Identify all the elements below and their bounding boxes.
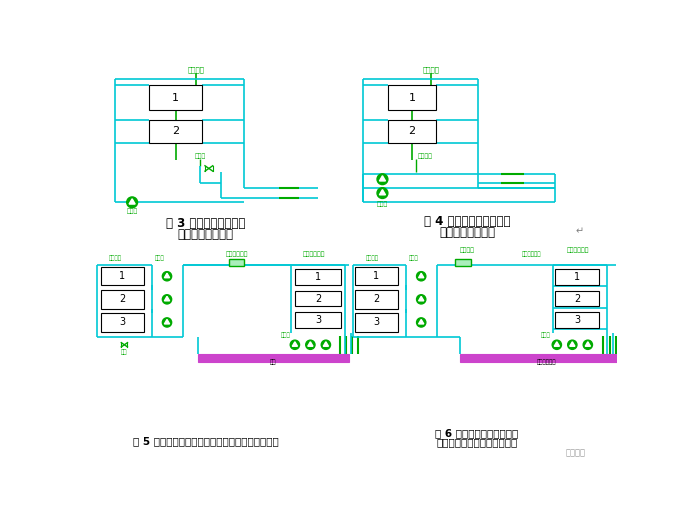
Circle shape xyxy=(321,340,331,349)
Bar xyxy=(356,267,398,286)
Text: 低温热媒: 低温热媒 xyxy=(460,247,475,253)
Text: 采暖泵: 采暖泵 xyxy=(127,208,138,213)
Circle shape xyxy=(290,340,299,349)
Bar xyxy=(556,269,599,285)
Circle shape xyxy=(306,340,315,349)
Text: 采暖泵: 采暖泵 xyxy=(377,201,388,207)
Text: 1: 1 xyxy=(373,271,379,281)
Polygon shape xyxy=(292,342,297,346)
Text: 1: 1 xyxy=(408,92,415,102)
Text: 热力供暖机组: 热力供暖机组 xyxy=(303,251,325,256)
Bar xyxy=(356,313,398,332)
Text: 燃气锅炉进水温度: 燃气锅炉进水温度 xyxy=(177,228,234,241)
Text: 采暖热水总管: 采暖热水总管 xyxy=(521,251,541,256)
Polygon shape xyxy=(379,176,386,181)
Text: 图 5 防止燃气锅炉烟气冷凝的采暖热源两级泵系统: 图 5 防止燃气锅炉烟气冷凝的采暖热源两级泵系统 xyxy=(133,436,279,446)
Text: 采暖热水总管: 采暖热水总管 xyxy=(225,251,248,256)
Circle shape xyxy=(416,272,426,281)
Circle shape xyxy=(162,272,172,281)
Polygon shape xyxy=(323,342,329,346)
Polygon shape xyxy=(554,342,560,346)
Text: 一级泵: 一级泵 xyxy=(408,255,419,261)
Polygon shape xyxy=(419,320,424,324)
Polygon shape xyxy=(419,296,424,301)
Circle shape xyxy=(162,318,172,327)
Text: 燃气锅炉: 燃气锅炉 xyxy=(366,255,379,261)
Bar xyxy=(149,85,202,110)
Text: 低温热媒总管: 低温热媒总管 xyxy=(537,359,556,364)
Text: 并提供低温热媒的两级泵系统: 并提供低温热媒的两级泵系统 xyxy=(436,438,518,448)
Text: 旁通阀: 旁通阀 xyxy=(195,153,206,159)
Bar xyxy=(295,269,341,285)
Text: 暖通南社: 暖通南社 xyxy=(565,448,586,457)
Bar xyxy=(356,290,398,309)
Polygon shape xyxy=(164,296,170,301)
Bar xyxy=(149,120,202,143)
Polygon shape xyxy=(308,342,313,346)
Circle shape xyxy=(162,295,172,304)
Bar xyxy=(198,354,349,362)
Polygon shape xyxy=(164,320,170,324)
Text: 燃气锅炉进水温度: 燃气锅炉进水温度 xyxy=(440,226,496,239)
Circle shape xyxy=(377,187,388,199)
Polygon shape xyxy=(419,273,424,278)
Text: 一级泵: 一级泵 xyxy=(154,255,164,261)
Bar xyxy=(388,120,436,143)
Text: 二级泵: 二级泵 xyxy=(281,333,290,338)
Polygon shape xyxy=(129,199,135,204)
Text: 3: 3 xyxy=(373,318,379,328)
Text: 混合水泵: 混合水泵 xyxy=(418,153,432,159)
Circle shape xyxy=(377,174,388,185)
Text: 1: 1 xyxy=(172,92,179,102)
Text: 燃气锅炉: 燃气锅炉 xyxy=(109,255,121,261)
Text: 燃气锅炉: 燃气锅炉 xyxy=(423,66,440,73)
Circle shape xyxy=(416,318,426,327)
Polygon shape xyxy=(585,342,590,346)
Polygon shape xyxy=(379,190,386,195)
Circle shape xyxy=(568,340,577,349)
Circle shape xyxy=(583,340,593,349)
Text: 3: 3 xyxy=(119,318,125,328)
Text: 2: 2 xyxy=(172,126,179,136)
Bar xyxy=(295,312,341,328)
Text: 1: 1 xyxy=(119,271,125,281)
Circle shape xyxy=(127,197,138,208)
Text: ↵: ↵ xyxy=(576,227,584,237)
Text: 2: 2 xyxy=(373,294,379,304)
Text: 2: 2 xyxy=(408,126,416,136)
Text: 1: 1 xyxy=(315,272,321,282)
Text: 1: 1 xyxy=(574,272,580,282)
Text: 二级泵: 二级泵 xyxy=(540,333,550,338)
Bar xyxy=(456,259,471,266)
Bar xyxy=(101,290,144,309)
Bar xyxy=(556,312,599,328)
Text: 采暖: 采暖 xyxy=(270,359,277,364)
Text: 燃气锅炉: 燃气锅炉 xyxy=(187,66,204,73)
Text: 图 6 防止燃气锅炉烟气冷凝: 图 6 防止燃气锅炉烟气冷凝 xyxy=(436,429,519,438)
Text: 2: 2 xyxy=(119,294,125,304)
Bar xyxy=(101,313,144,332)
Text: 热力供暖机组: 热力供暖机组 xyxy=(566,247,589,253)
Bar xyxy=(101,267,144,286)
Bar xyxy=(229,259,245,266)
Polygon shape xyxy=(570,342,575,346)
Polygon shape xyxy=(164,273,170,278)
Text: 2: 2 xyxy=(574,294,580,304)
Text: 3: 3 xyxy=(315,315,321,325)
Bar xyxy=(295,291,341,306)
Bar xyxy=(460,354,619,362)
Text: 2: 2 xyxy=(315,294,321,304)
Text: 排污: 排污 xyxy=(121,350,127,355)
Circle shape xyxy=(552,340,562,349)
Text: 图 3 采用旁通混合提高: 图 3 采用旁通混合提高 xyxy=(166,217,245,230)
Text: 图 4 采用混水泵混合提高: 图 4 采用混水泵混合提高 xyxy=(425,215,511,228)
Circle shape xyxy=(416,295,426,304)
Bar xyxy=(388,85,436,110)
Bar xyxy=(556,291,599,306)
Text: 3: 3 xyxy=(574,315,580,325)
